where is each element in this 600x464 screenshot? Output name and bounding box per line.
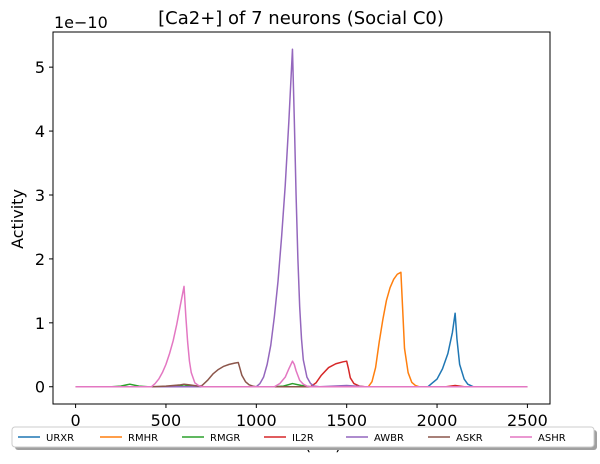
y-offset-label: 1e−10: [54, 13, 108, 32]
legend-label-urxr: URXR: [46, 433, 74, 444]
y-tick-label: 5: [35, 58, 45, 77]
series-line-ashr: [75, 285, 528, 388]
chart-title: [Ca2+] of 7 neurons (Social C0): [158, 8, 444, 29]
series-line-askr: [75, 361, 528, 388]
plot-frame: [52, 31, 551, 405]
legend-label-askr: ASKR: [456, 433, 483, 444]
y-axis-title: Activity: [8, 189, 27, 249]
legend-label-awbr: AWBR: [374, 433, 404, 444]
y-tick-label: 2: [35, 250, 45, 269]
y-tick-label: 4: [35, 122, 45, 141]
y-tick-label: 3: [35, 186, 45, 205]
x-tick-label: 2500: [507, 411, 548, 430]
x-tick-label: 0: [70, 411, 80, 430]
legend-label-rmhr: RMHR: [128, 433, 158, 444]
x-tick-label: 1000: [236, 411, 277, 430]
y-tick-label: 1: [35, 314, 45, 333]
legend-label-rmgr: RMGR: [210, 433, 240, 444]
series-line-urxr: [75, 312, 528, 388]
legend-label-il2r: IL2R: [292, 433, 314, 444]
legend-box: [11, 426, 595, 448]
x-tick-label: 500: [151, 411, 182, 430]
axes: 0 500 1000 1500 2000 2500 0 1 2 3 4 5: [35, 31, 551, 430]
plot-area: [75, 48, 528, 388]
x-tick-label: 2000: [417, 411, 458, 430]
series-line-rmhr: [75, 271, 528, 388]
legend: URXR RMHR RMGR IL2R AWBR ASKR ASHR: [11, 426, 597, 450]
y-tick-label: 0: [35, 378, 45, 397]
series-line-awbr: [75, 48, 528, 388]
legend-label-ashr: ASHR: [538, 433, 566, 444]
x-tick-label: 1500: [326, 411, 367, 430]
